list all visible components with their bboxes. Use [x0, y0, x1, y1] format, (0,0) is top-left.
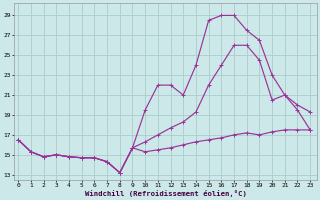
X-axis label: Windchill (Refroidissement éolien,°C): Windchill (Refroidissement éolien,°C): [84, 190, 246, 197]
